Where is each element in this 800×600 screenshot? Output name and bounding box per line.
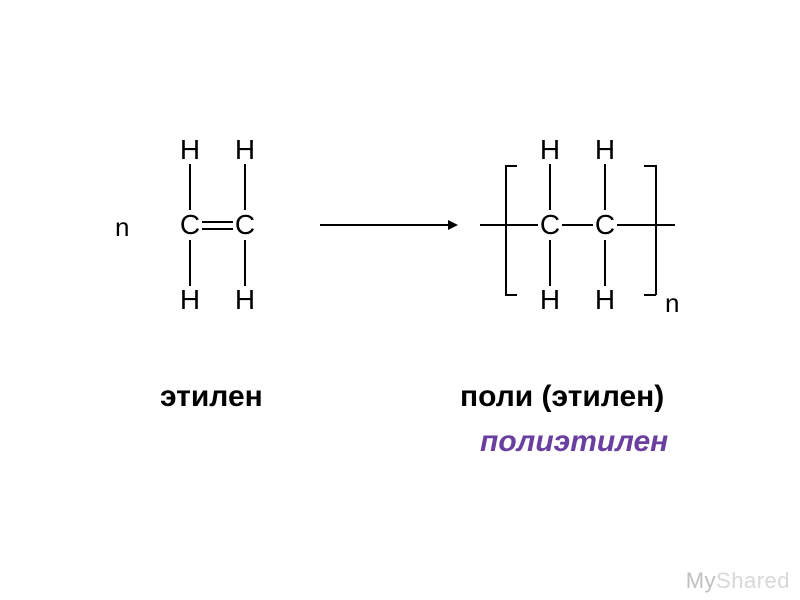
atom-h: H [235,286,255,314]
label-poly-ethylene: поли (этилен) [460,380,664,414]
label-ethylene: этилен [160,380,263,414]
bracket-tick [644,165,656,167]
bracket-tick [505,294,517,296]
bond [189,240,191,286]
atom-h: H [595,286,615,314]
bracket-tick [644,294,656,296]
bond [604,240,606,286]
atom-h: H [180,136,200,164]
single-bond [562,224,593,226]
bracket-tick [505,165,517,167]
atom-c: C [540,211,560,239]
double-bond [202,228,233,230]
atom-h: H [540,286,560,314]
atom-h: H [180,286,200,314]
bond [549,240,551,286]
reaction-arrow-head [448,220,458,230]
watermark: MyShared [686,568,790,594]
monomer-coefficient: n [115,212,129,243]
bond [244,164,246,210]
atom-h: H [540,136,560,164]
polymer-subscript: n [665,288,679,319]
double-bond [202,221,233,223]
bond [480,224,538,226]
bond [549,164,551,210]
atom-c: C [595,211,615,239]
atom-c: C [235,211,255,239]
bond [604,164,606,210]
atom-h: H [235,136,255,164]
bracket-left [505,165,507,295]
reaction-arrow [320,224,450,226]
watermark-text: MyShared [686,568,790,593]
bond [189,164,191,210]
bond [617,224,675,226]
atom-h: H [595,136,615,164]
chemistry-diagram: n H H C C H H H H C [60,120,740,400]
bond [244,240,246,286]
bracket-right [655,165,657,295]
label-polyethylene: полиэтилен [480,425,668,459]
atom-c: C [180,211,200,239]
